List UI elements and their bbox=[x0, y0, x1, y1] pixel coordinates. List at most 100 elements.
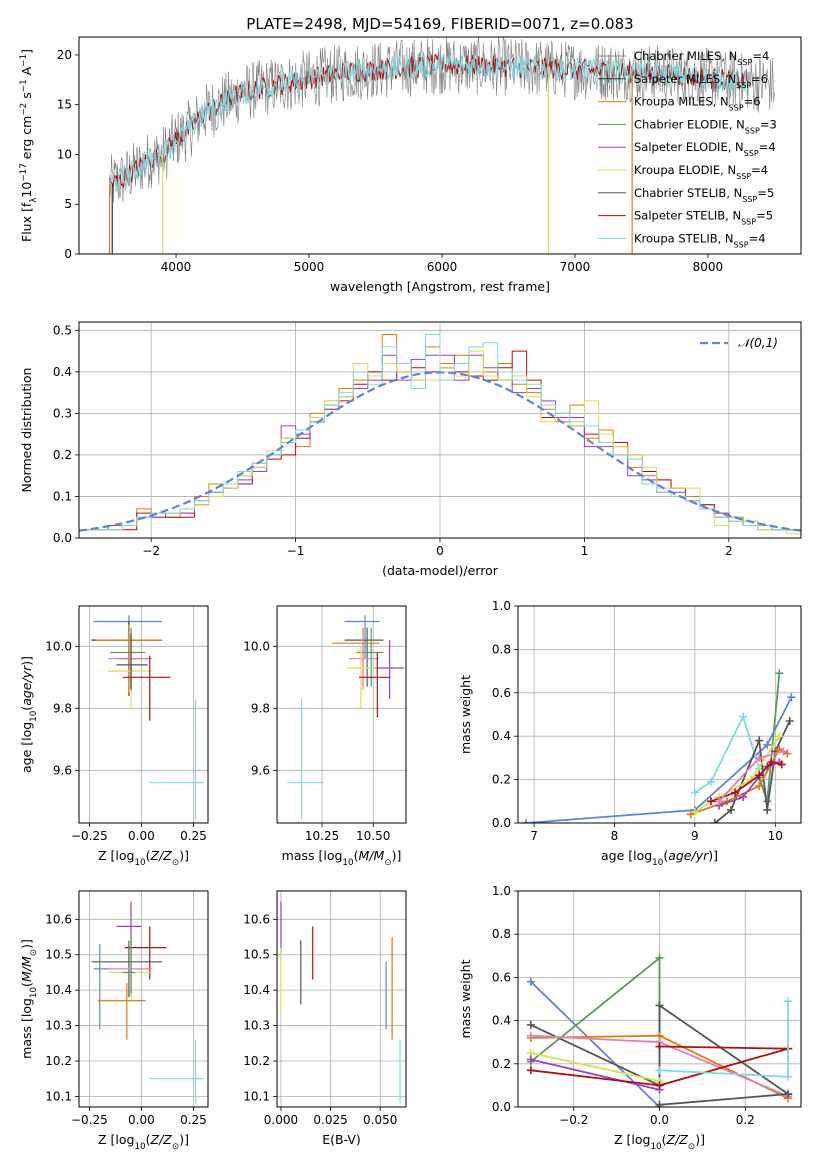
y-tick-label: 10.3 bbox=[243, 1019, 270, 1033]
age-vs-Z-plot-area bbox=[91, 615, 204, 820]
errorbar-point bbox=[124, 926, 167, 980]
errorbar-point bbox=[97, 983, 146, 1040]
figure-title: PLATE=2498, MJD=54169, FIBERID=0071, z=0… bbox=[246, 15, 633, 33]
y-tick-label: 10 bbox=[57, 147, 72, 161]
y-tick-label: 10.2 bbox=[45, 1054, 72, 1068]
x-tick-label: 10.25 bbox=[305, 829, 339, 843]
x-tick-label: −2 bbox=[142, 544, 160, 558]
y-tick-label: 0.1 bbox=[53, 489, 72, 503]
x-tick-label: 0.25 bbox=[180, 829, 207, 843]
histogram-step-line bbox=[79, 333, 801, 531]
axes-frame bbox=[517, 605, 802, 824]
mass-weight-marker bbox=[739, 792, 748, 801]
mass-weight-line bbox=[714, 720, 791, 823]
y-tick-label: 0.0 bbox=[492, 1100, 511, 1114]
x-tick-label: 6000 bbox=[427, 260, 458, 274]
mass-weight-marker bbox=[755, 753, 764, 762]
y-tick-label: 9.6 bbox=[251, 763, 270, 777]
errorbar-point bbox=[358, 652, 390, 718]
mass-weight-line bbox=[530, 981, 661, 1107]
y-tick-label: 10.5 bbox=[243, 948, 270, 962]
mass-weight-marker bbox=[784, 997, 793, 1006]
mass-weight-marker bbox=[763, 805, 772, 814]
y-tick-label: 20 bbox=[57, 48, 72, 62]
mass-weight-marker bbox=[775, 732, 784, 741]
mass-weight-marker bbox=[686, 810, 695, 819]
y-axis-label: mass [log10(M/M⊙)] bbox=[19, 939, 39, 1059]
mass-vs-EBV-plot-area bbox=[280, 901, 401, 1104]
x-tick-label: 0.000 bbox=[264, 1113, 298, 1127]
mass-weight-line bbox=[659, 1001, 789, 1078]
mass-weight-line bbox=[718, 761, 780, 807]
x-tick-label: 4000 bbox=[161, 260, 192, 274]
mass-weight-marker bbox=[731, 788, 740, 797]
mass-weight-marker bbox=[706, 777, 715, 786]
x-tick-label: 0.25 bbox=[180, 1113, 207, 1127]
residuals-legend: 𝒩(0,1) bbox=[700, 336, 778, 350]
y-tick-label: 10.0 bbox=[243, 639, 270, 653]
x-tick-label: 0.00 bbox=[128, 829, 155, 843]
mass-weight-marker bbox=[655, 953, 664, 962]
mass-weight-marker bbox=[739, 712, 748, 721]
y-tick-label: 10.6 bbox=[45, 912, 72, 926]
massweight-vs-Z-panel: −0.2 0.0 0.2 0.0 0.2 0.4 0.6 0.8 1.0 Z [log10(Z/Z… bbox=[458, 884, 802, 1152]
x-tick-label: 10.50 bbox=[356, 829, 390, 843]
x-tick-label: 9 bbox=[691, 829, 699, 843]
x-tick-label: 10 bbox=[768, 829, 783, 843]
mass-weight-marker bbox=[522, 819, 531, 823]
mass-weight-marker bbox=[710, 819, 719, 823]
y-tick-label: 1.0 bbox=[492, 884, 511, 898]
legend-entry: Kroupa STELIB, NSSP=4 bbox=[634, 231, 766, 249]
y-axis-label: mass weight bbox=[458, 959, 473, 1038]
mass-weight-marker bbox=[526, 1066, 535, 1075]
mass-weight-line bbox=[530, 1058, 660, 1091]
mass-weight-line bbox=[694, 735, 781, 813]
y-axis-label: mass weight bbox=[458, 675, 473, 754]
mass-vs-Z-plot-area bbox=[91, 901, 204, 1104]
mass-weight-marker bbox=[763, 740, 772, 749]
y-axis-label: Normed distribution bbox=[19, 368, 34, 493]
x-axis-label: Z [log10(Z/Z⊙)] bbox=[98, 848, 189, 868]
y-tick-label: 0.6 bbox=[492, 970, 511, 984]
errorbar-point bbox=[122, 655, 171, 721]
y-axis-label: Flux [fλ10−17 erg cm−2 s−1 A−1] bbox=[19, 49, 39, 242]
mass-weight-marker bbox=[784, 1072, 793, 1081]
x-tick-label: 5000 bbox=[294, 260, 325, 274]
mass-weight-marker bbox=[784, 1090, 793, 1099]
y-tick-label: 10.4 bbox=[243, 983, 270, 997]
mass-weight-line bbox=[659, 1045, 789, 1050]
errorbar-point bbox=[287, 699, 325, 820]
x-axis-label: age [log10(age/yr)] bbox=[601, 848, 718, 868]
y-tick-label: 10.5 bbox=[45, 948, 72, 962]
y-tick-label: 15 bbox=[57, 98, 72, 112]
x-tick-label: 0.025 bbox=[313, 1113, 347, 1127]
y-tick-label: 10.0 bbox=[45, 639, 72, 653]
axes-frame bbox=[276, 890, 407, 1108]
massweight-vs-age-plot-area bbox=[522, 669, 796, 823]
axes-frame bbox=[78, 321, 802, 539]
mass-weight-marker bbox=[727, 805, 736, 814]
y-tick-label: 0.3 bbox=[53, 406, 72, 420]
mass-weight-line bbox=[659, 1093, 789, 1106]
y-tick-label: 0.2 bbox=[492, 1057, 511, 1071]
spectrum-plot-area bbox=[108, 37, 775, 254]
x-axis-label: Z [log10(Z/Z⊙)] bbox=[614, 1132, 705, 1152]
spectrum-model-line-kroupa bbox=[109, 53, 748, 192]
x-tick-label: −0.25 bbox=[71, 829, 108, 843]
x-axis-label: E(B-V) bbox=[322, 1132, 361, 1147]
mass-weight-marker bbox=[755, 736, 764, 745]
legend-entry: Chabrier STELIB, NSSP=5 bbox=[634, 186, 774, 204]
legend-entry: Salpeter STELIB, NSSP=5 bbox=[634, 209, 773, 227]
mass-weight-marker bbox=[655, 1066, 664, 1075]
y-tick-label: 0.4 bbox=[492, 729, 511, 743]
x-axis-label: (data-model)/error bbox=[382, 563, 499, 578]
axes-frame bbox=[78, 36, 802, 255]
y-tick-label: 1.0 bbox=[492, 599, 511, 613]
y-tick-label: 10.3 bbox=[45, 1019, 72, 1033]
x-axis-label: wavelength [Angstrom, rest frame] bbox=[330, 279, 550, 294]
errorbar-point bbox=[348, 633, 380, 690]
x-tick-label: 0.050 bbox=[363, 1113, 397, 1127]
y-tick-label: 0.0 bbox=[53, 531, 72, 545]
spectrum-panel: 4000 5000 6000 7000 8000 0 5 10 15 20 wavelength [… bbox=[19, 36, 802, 294]
